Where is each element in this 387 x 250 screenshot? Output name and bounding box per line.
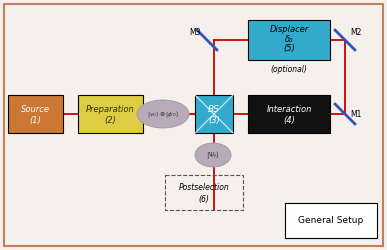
- Text: (6): (6): [199, 195, 209, 204]
- Text: $|\Psi_f\rangle$: $|\Psi_f\rangle$: [206, 149, 220, 161]
- Text: Interaction: Interaction: [266, 104, 312, 114]
- Text: Source: Source: [21, 104, 50, 114]
- FancyBboxPatch shape: [78, 95, 143, 133]
- FancyBboxPatch shape: [248, 20, 330, 60]
- Text: Displacer: Displacer: [269, 26, 309, 35]
- Text: Postselection: Postselection: [179, 183, 229, 192]
- FancyBboxPatch shape: [285, 203, 377, 238]
- FancyBboxPatch shape: [195, 95, 233, 133]
- FancyBboxPatch shape: [8, 95, 63, 133]
- Text: (1): (1): [29, 116, 41, 124]
- Ellipse shape: [195, 143, 231, 167]
- Text: Preparation: Preparation: [86, 104, 135, 114]
- Text: M2: M2: [350, 28, 361, 37]
- Text: M3: M3: [189, 28, 200, 37]
- Text: (2): (2): [104, 116, 116, 124]
- Text: (5): (5): [283, 44, 295, 54]
- Text: δ₀: δ₀: [285, 36, 293, 44]
- Text: (optional): (optional): [271, 64, 307, 74]
- Text: M1: M1: [350, 110, 361, 119]
- Text: (4): (4): [283, 116, 295, 124]
- Ellipse shape: [137, 100, 189, 128]
- Text: General Setup: General Setup: [298, 216, 364, 225]
- Text: $|v_0\rangle \otimes |\phi_0\rangle$: $|v_0\rangle \otimes |\phi_0\rangle$: [147, 109, 179, 119]
- Text: BS: BS: [208, 104, 220, 114]
- FancyBboxPatch shape: [248, 95, 330, 133]
- Text: (3): (3): [208, 116, 220, 124]
